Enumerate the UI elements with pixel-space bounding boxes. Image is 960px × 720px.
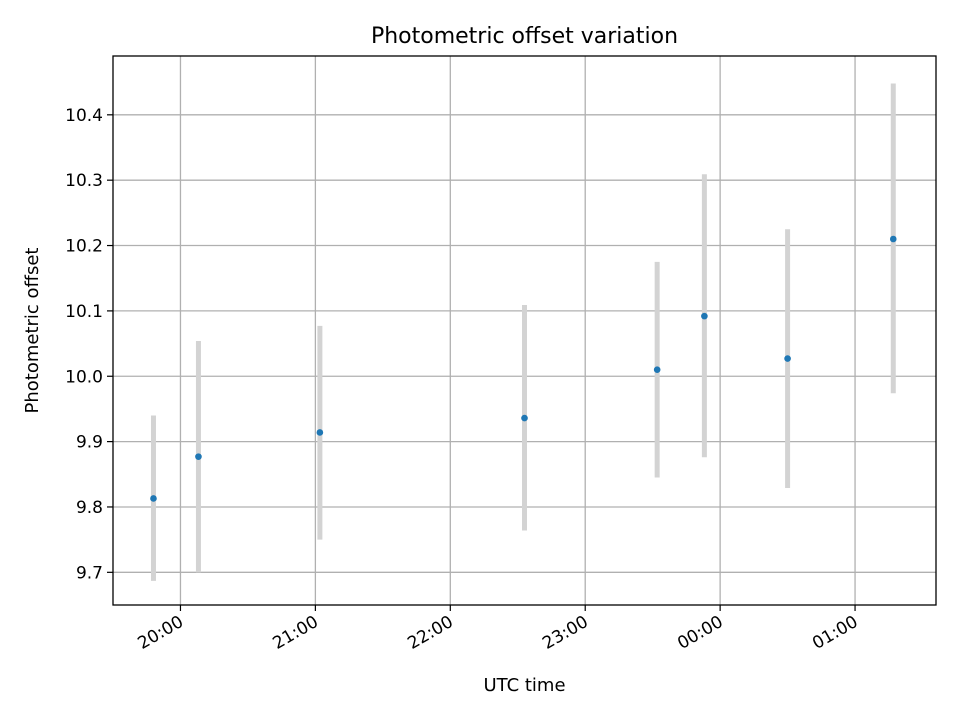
y-tick-label: 9.7 [76,563,103,583]
y-tick-label: 10.4 [65,106,103,126]
chart-title: Photometric offset variation [371,24,678,49]
data-point [653,366,661,374]
data-point [150,495,157,502]
point-layer [150,235,897,502]
y-tick-label: 10.1 [65,302,103,322]
y-tick-label: 10.3 [65,171,103,191]
y-tick-label: 9.8 [76,498,103,518]
y-tick-label: 9.9 [76,433,103,453]
data-point [316,429,324,436]
data-point [784,355,791,362]
data-point [521,414,528,422]
x-axis-title: UTC time [483,675,565,696]
grid-layer [113,56,936,605]
y-tick-label: 10.2 [65,237,103,257]
data-point [701,312,708,320]
y-axis-title: Photometric offset [22,248,43,414]
data-point [889,235,897,243]
y-tick-label: 10.0 [65,367,103,387]
data-point [195,453,202,460]
plot-area-frame [112,55,937,606]
